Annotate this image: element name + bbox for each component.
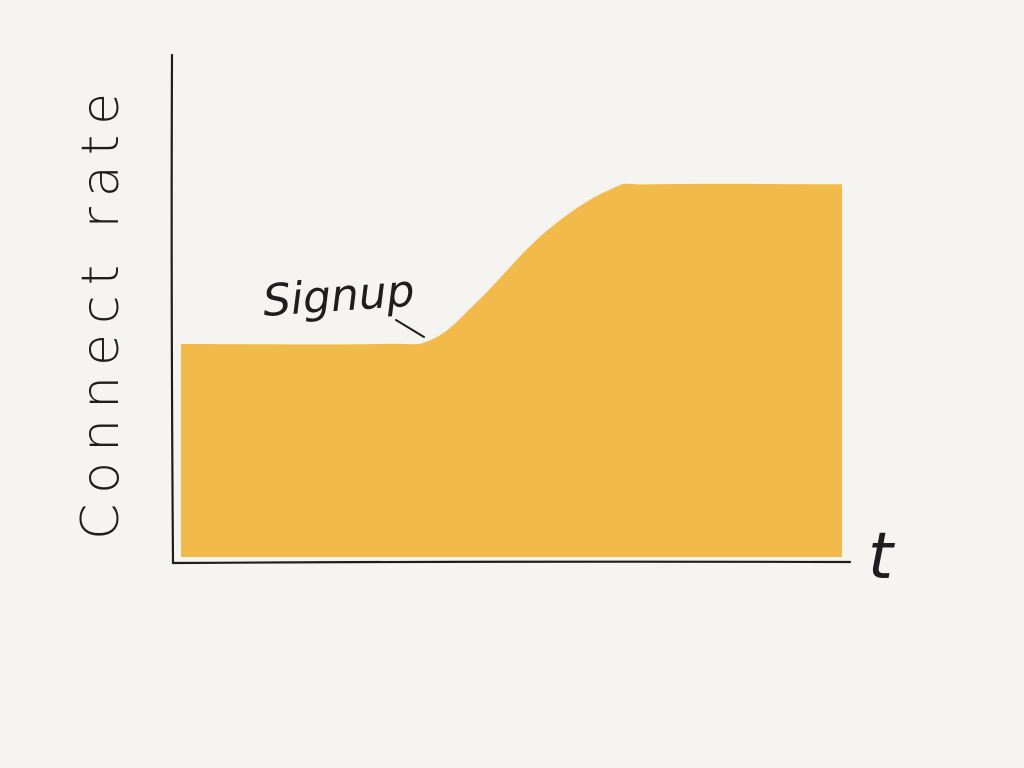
y-axis-line [170, 53, 175, 565]
x-axis-line [171, 560, 852, 565]
annotation-signup-label: Signup [261, 266, 416, 327]
area-series-fill [181, 183, 842, 557]
annotation-signup-pointer [395, 319, 425, 338]
y-axis-label: Connect rate [71, 83, 131, 540]
x-axis-label: t [868, 520, 896, 594]
